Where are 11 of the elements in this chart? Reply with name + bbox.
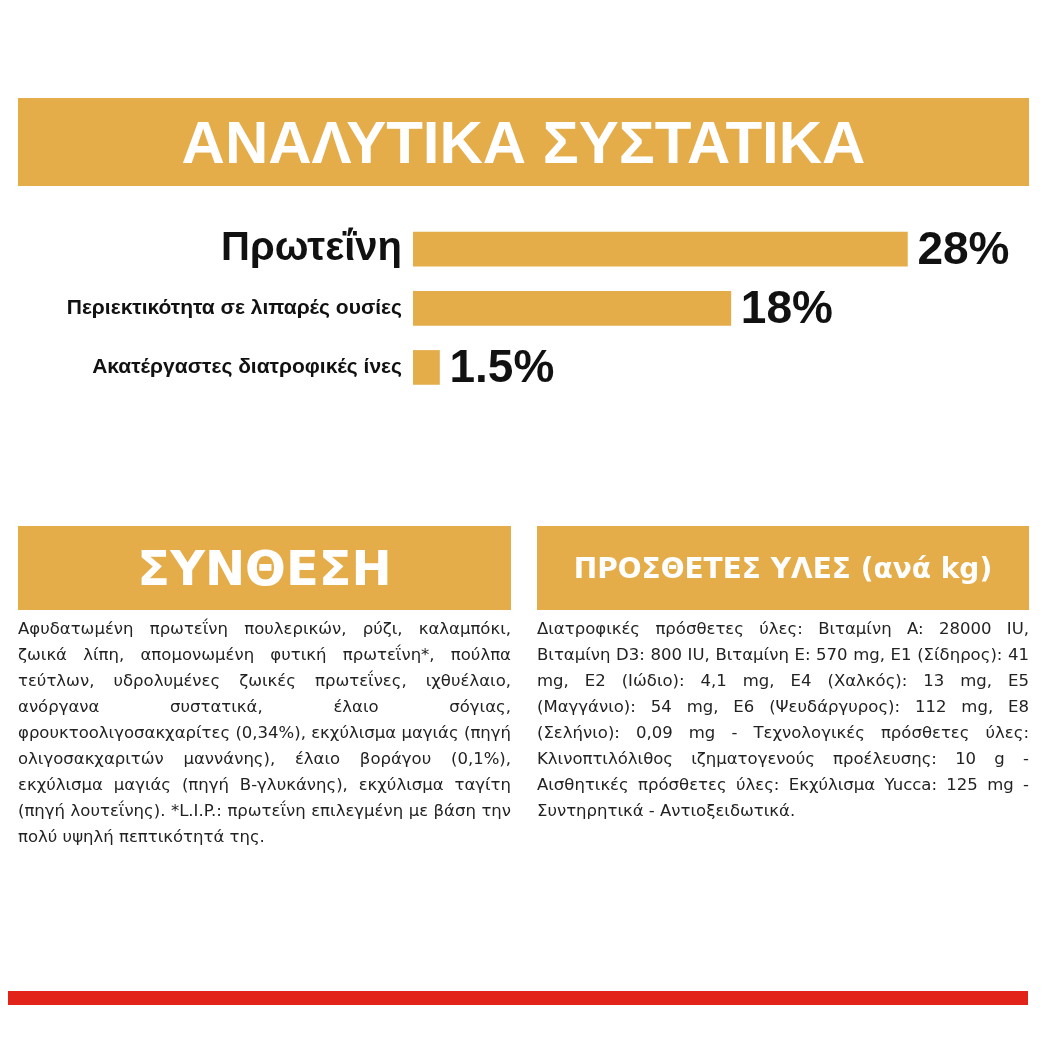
text: Αφυδατωμένη πρωτεΐνη πουλερικών, ρύζι, καλαμπόκι, ζωικά λίπη, απομονωμένη φυτική πρωτεΐνη*, πούλπα τεύτλων, υδρολυμένες ζωικές πρωτεΐνες, ιχθυέλαιο, ανόργανα συστατικά, έλαιο σόγιας, φρουκτοολιγοσακχαρίτες (0,34%), εκχύλισμα μαγιάς (πηγή ολιγοσακχαριτών μαννάνης), έλαιο βοράγου (0,1%), εκχύλισμα μαγιάς (πηγή Β-γλυκάνης), εκχύλισμα ταγίτη (πηγή λουτεΐνης). *L.I.P.: πρωτεΐνη επιλεγμένη με βάση την πολύ υψηλή πεπτικότητά της. <box>18 619 511 846</box>
data-label: 28% <box>917 221 1010 274</box>
data-label: 18% <box>740 280 833 333</box>
chart-title: ΑΝΑΛΥΤΙΚΑ ΣΥΣΤΑΤΙΚΑ <box>18 98 1029 186</box>
y-tick-label: Ακατέργαστες διατροφικές ίνες <box>92 354 403 379</box>
y-tick-label: Περιεκτικότητα σε λιπαρές ουσίες <box>66 295 403 320</box>
text: Διατροφικές πρόσθετες ύλες: Βιταμίνη A: 28000 IU, Βιταμίνη D3: 800 IU, Βιταμίνη E: 570 mg, E1 (Σίδηρος): 41 mg, E2 (Ιώδιο): 4,1 mg, E4 (Χαλκός): 13 mg, E5 (Μαγγάνιο): 54 mg, E6 (Ψευδάργυρος): 112 mg, E8 (Σελήνιο): 0,09 mg - Τεχνολογικές πρόσθετες ύλες: Κλινοπτιλόλιθος ιζηματογενούς προέλευσης: 10 g - Αισθητικές πρόσθετες ύλες: Εκχύλισμα Yucca: 125 mg - Συντηρητικά - Αντιοξειδωτικά. <box>537 618 1029 822</box>
text: ΣΥΝΘΕΣΗ <box>18 526 511 610</box>
data-label: 1.5% <box>449 340 555 393</box>
text: ΠΡΟΣΘΕΤΕΣ ΥΛΕΣ (ανά kg) <box>537 526 1029 610</box>
y-tick-label: Πρωτεΐνη <box>221 224 402 269</box>
